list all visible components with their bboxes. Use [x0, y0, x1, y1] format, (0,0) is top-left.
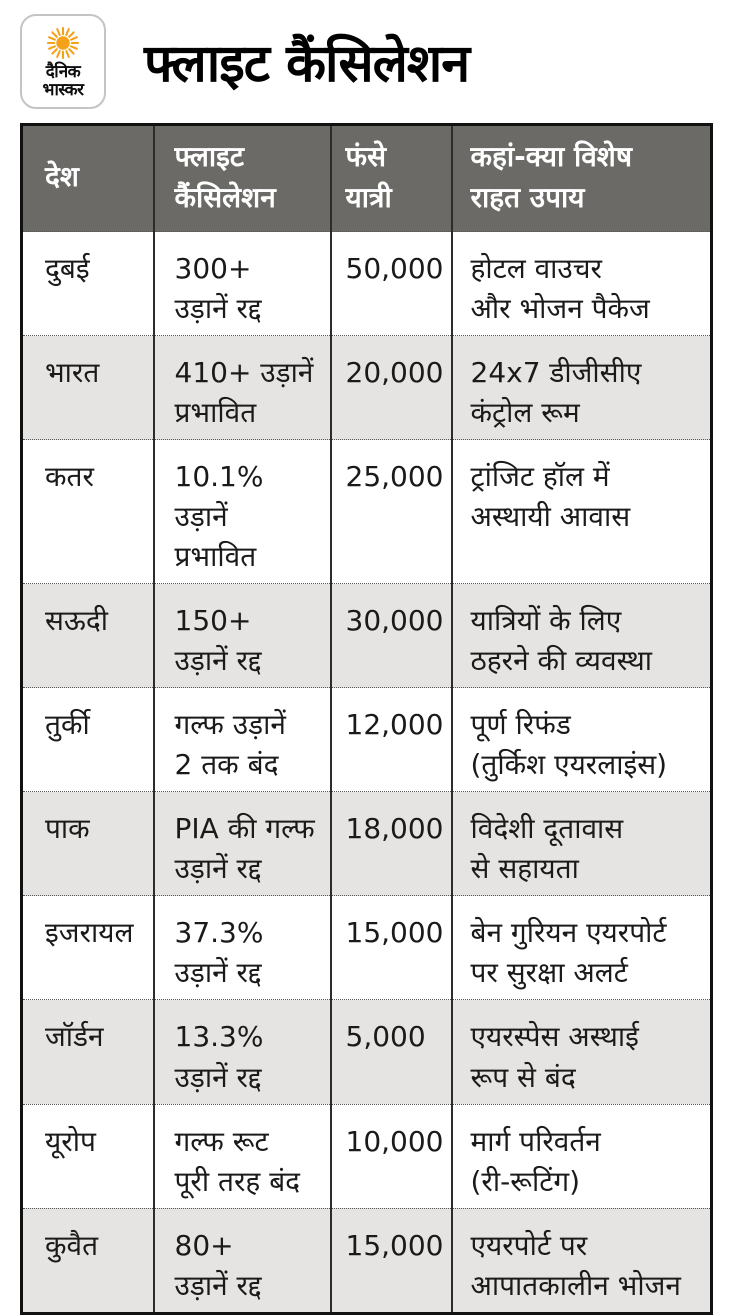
- cell-cancellation: PIA की गल्फ उड़ानें रद्द: [152, 791, 331, 896]
- table-container: देश फ्लाइट कैंसिलेशन फंसे यात्री कहां-क्…: [0, 123, 730, 1315]
- masthead: दैनिक भास्कर फ्लाइट कैंसिलेशन: [0, 0, 730, 123]
- cell-country: यूरोप: [21, 1103, 154, 1209]
- cell-stranded: 15,000: [329, 895, 452, 1000]
- cell-stranded: 10,000: [329, 1103, 452, 1209]
- header-relief: कहां-क्या विशेष राहत उपाय: [450, 124, 712, 232]
- cell-stranded: 30,000: [329, 583, 452, 688]
- cell-cancellation: 300+ उड़ानें रद्द: [152, 230, 331, 336]
- table-row: कतर 10.1% उड़ानें प्रभावित 25,000 ट्रांज…: [21, 439, 712, 584]
- cell-relief: होटल वाउचर और भोजन पैकेज: [450, 230, 712, 336]
- cell-relief: एयरस्पेस अस्थाई रूप से बंद: [450, 999, 712, 1105]
- cell-cancellation: 80+ उड़ानें रद्द: [152, 1207, 331, 1314]
- cell-relief: एयरपोर्ट पर आपातकालीन भोजन: [450, 1207, 712, 1314]
- cell-country: पाक: [21, 791, 154, 896]
- table-row: भारत 410+ उड़ानें प्रभावित 20,000 24x7 ड…: [21, 335, 712, 440]
- table-row: दुबई 300+ उड़ानें रद्द 50,000 होटल वाउचर…: [21, 230, 712, 336]
- cell-country: सऊदी: [21, 583, 154, 688]
- header-cancellation: फ्लाइट कैंसिलेशन: [152, 124, 331, 232]
- cell-cancellation: 10.1% उड़ानें प्रभावित: [152, 439, 331, 584]
- cell-relief: ट्रांजिट हॉल में अस्थायी आवास: [450, 439, 712, 584]
- table-header-row: देश फ्लाइट कैंसिलेशन फंसे यात्री कहां-क्…: [21, 124, 712, 232]
- page-title: फ्लाइट कैंसिलेशन: [144, 34, 470, 94]
- flight-cancellation-table: देश फ्लाइट कैंसिलेशन फंसे यात्री कहां-क्…: [20, 123, 713, 1315]
- table-row: सऊदी 150+ उड़ानें रद्द 30,000 यात्रियों …: [21, 583, 712, 688]
- cell-stranded: 20,000: [329, 335, 452, 440]
- cell-country: कुवैत: [21, 1207, 154, 1314]
- table-row: जॉर्डन 13.3% उड़ानें रद्द 5,000 एयरस्पेस…: [21, 999, 712, 1105]
- table-row: इजरायल 37.3% उड़ानें रद्द 15,000 बेन गुर…: [21, 895, 712, 1000]
- cell-relief: 24x7 डीजीसीए कंट्रोल रूम: [450, 335, 712, 440]
- cell-cancellation: गल्फ रूट पूरी तरह बंद: [152, 1103, 331, 1209]
- cell-cancellation: 37.3% उड़ानें रद्द: [152, 895, 331, 1000]
- cell-country: जॉर्डन: [21, 999, 154, 1105]
- cell-country: दुबई: [21, 230, 154, 336]
- cell-country: भारत: [21, 335, 154, 440]
- cell-cancellation: 410+ उड़ानें प्रभावित: [152, 335, 331, 440]
- cell-relief: बेन गुरियन एयरपोर्ट पर सुरक्षा अलर्ट: [450, 895, 712, 1000]
- cell-relief: यात्रियों के लिए ठहरने की व्यवस्था: [450, 583, 712, 688]
- table-row: पाक PIA की गल्फ उड़ानें रद्द 18,000 विदे…: [21, 791, 712, 896]
- cell-cancellation: 13.3% उड़ानें रद्द: [152, 999, 331, 1105]
- cell-cancellation: गल्फ उड़ानें 2 तक बंद: [152, 687, 331, 792]
- cell-stranded: 25,000: [329, 439, 452, 584]
- cell-stranded: 15,000: [329, 1207, 452, 1314]
- table-row: तुर्की गल्फ उड़ानें 2 तक बंद 12,000 पूर्…: [21, 687, 712, 792]
- dainik-bhaskar-logo: दैनिक भास्कर: [20, 14, 106, 109]
- logo-text-line2: भास्कर: [42, 80, 84, 100]
- cell-country: कतर: [21, 439, 154, 584]
- table-row: यूरोप गल्फ रूट पूरी तरह बंद 10,000 मार्ग…: [21, 1103, 712, 1209]
- sun-icon: [46, 26, 80, 59]
- header-country: देश: [21, 124, 154, 232]
- cell-relief: पूर्ण रिफंड (तुर्किश एयरलाइंस): [450, 687, 712, 792]
- cell-stranded: 5,000: [329, 999, 452, 1105]
- cell-country: तुर्की: [21, 687, 154, 792]
- logo-text-line1: दैनिक: [45, 61, 81, 82]
- header-stranded: फंसे यात्री: [329, 124, 452, 232]
- table-row: कुवैत 80+ उड़ानें रद्द 15,000 एयरपोर्ट प…: [21, 1207, 712, 1314]
- cell-country: इजरायल: [21, 895, 154, 1000]
- cell-relief: मार्ग परिवर्तन (री-रूटिंग): [450, 1103, 712, 1209]
- cell-stranded: 50,000: [329, 230, 452, 336]
- cell-relief: विदेशी दूतावास से सहायता: [450, 791, 712, 896]
- cell-stranded: 18,000: [329, 791, 452, 896]
- cell-cancellation: 150+ उड़ानें रद्द: [152, 583, 331, 688]
- cell-stranded: 12,000: [329, 687, 452, 792]
